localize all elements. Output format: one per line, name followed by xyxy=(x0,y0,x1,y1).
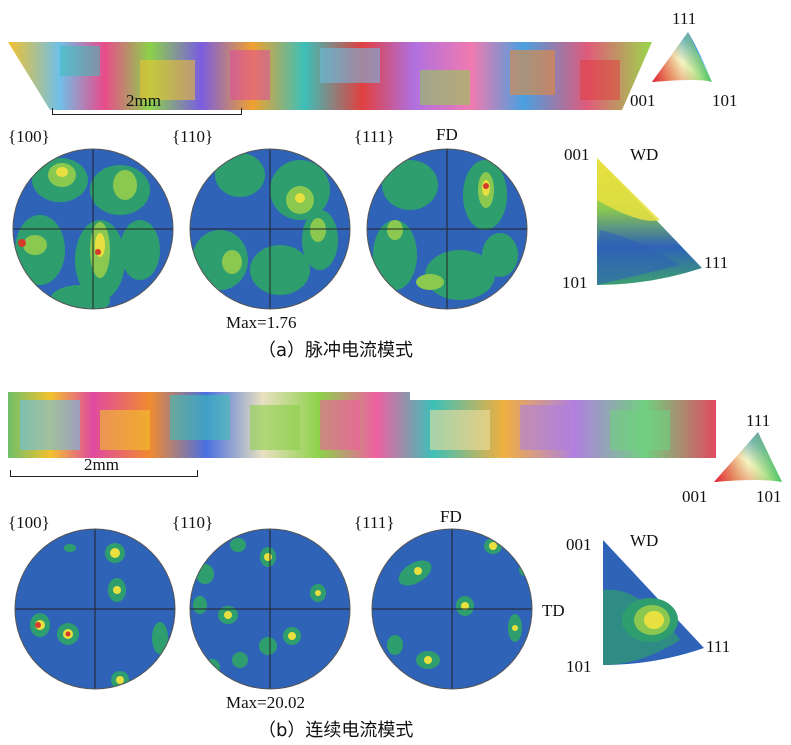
ipf-label-001-a: 001 xyxy=(564,145,590,164)
key-label-001-a: 001 xyxy=(630,91,656,110)
pf-label-110-a: {110} xyxy=(172,127,214,146)
pf-label-111-b: {111} xyxy=(354,513,395,532)
scale-label-a: 2mm xyxy=(126,91,161,110)
key-label-111-b: 111 xyxy=(746,411,771,430)
ipf-label-111-a: 111 xyxy=(704,253,729,272)
td-label-b: TD xyxy=(542,601,565,620)
ipf-label-wd-a: WD xyxy=(630,145,659,164)
key-label-101-a: 101 xyxy=(712,91,738,110)
scale-bar-b xyxy=(10,470,198,477)
fd-label-a: FD xyxy=(436,125,458,144)
ipf-label-111-b: 111 xyxy=(706,637,731,656)
max-label-b: Max=20.02 xyxy=(226,693,305,712)
ipf-label-wd-b: WD xyxy=(630,531,659,550)
key-label-111-a: 111 xyxy=(672,9,697,28)
ipf-label-101-a: 101 xyxy=(562,273,588,292)
pf-label-111-a: {111} xyxy=(354,127,395,146)
caption-a: （a）脉冲电流模式 xyxy=(258,340,414,361)
pf-label-100-a: {100} xyxy=(8,127,50,146)
fd-label-b: FD xyxy=(440,507,462,526)
pf-label-110-b: {110} xyxy=(172,513,214,532)
key-label-101-b: 101 xyxy=(756,487,782,506)
ipf-label-101-b: 101 xyxy=(566,657,592,676)
ipf-label-001-b: 001 xyxy=(566,535,592,554)
key-label-001-b: 001 xyxy=(682,487,708,506)
caption-b: （b）连续电流模式 xyxy=(258,720,414,741)
scale-bar-a xyxy=(52,108,242,115)
pf-label-100-b: {100} xyxy=(8,513,50,532)
max-label-a: Max=1.76 xyxy=(226,313,297,332)
scale-label-b: 2mm xyxy=(84,455,119,474)
